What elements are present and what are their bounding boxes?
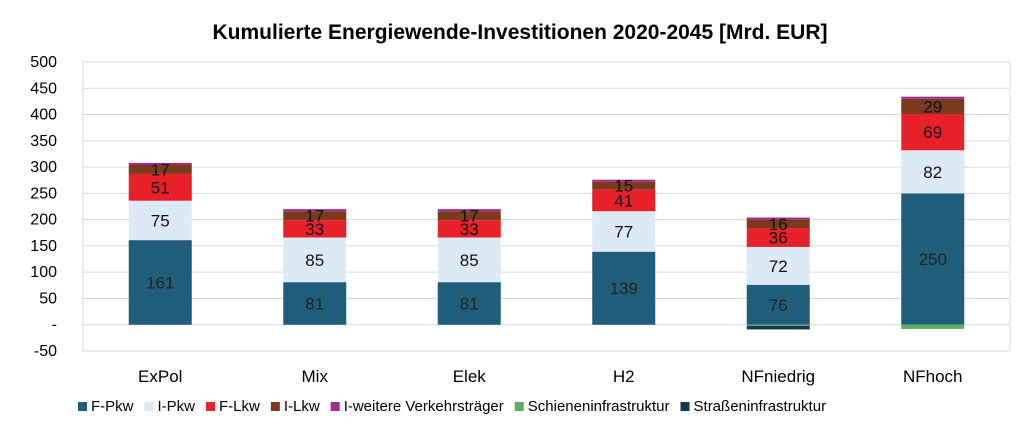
data-label: 15 xyxy=(614,177,633,196)
plot-area-frame xyxy=(82,61,1011,352)
data-label: 76 xyxy=(769,296,788,315)
bar-segment xyxy=(283,211,347,221)
data-label: 81 xyxy=(460,294,479,313)
bar-segment xyxy=(128,200,192,241)
legend-swatch xyxy=(514,402,524,411)
data-label: 161 xyxy=(146,273,174,292)
bar-segment xyxy=(437,211,501,221)
y-tick-label: - xyxy=(52,317,57,334)
bar-segment xyxy=(128,240,192,325)
legend-swatch xyxy=(144,402,154,411)
bar-segment xyxy=(901,324,965,329)
gridlines xyxy=(83,61,1010,352)
legend-swatch xyxy=(206,402,215,411)
x-category-label: Mix xyxy=(302,367,329,386)
bar-segment xyxy=(128,173,192,201)
data-label: 41 xyxy=(614,191,633,210)
x-category-label: NFniedrig xyxy=(741,367,815,386)
bar-segment xyxy=(746,219,810,229)
bar-segment xyxy=(746,246,810,285)
bar-segment xyxy=(592,181,656,190)
data-label: 69 xyxy=(923,123,942,142)
data-label: 77 xyxy=(614,222,633,241)
x-category-label: Elek xyxy=(453,367,487,386)
data-label: 85 xyxy=(460,251,479,270)
legend-swatch xyxy=(270,402,280,411)
data-label: 36 xyxy=(769,229,788,248)
legend-label: F-Pkw xyxy=(91,398,134,415)
data-label: 139 xyxy=(610,279,638,298)
data-label: 75 xyxy=(151,211,170,230)
legend-label: Straßeninfrastruktur xyxy=(694,398,827,415)
data-label: 72 xyxy=(769,257,788,276)
y-tick-label: 200 xyxy=(30,212,57,229)
data-label: 17 xyxy=(460,207,479,226)
legend-swatch xyxy=(330,402,340,411)
data-label: 33 xyxy=(305,220,324,239)
bar-segment xyxy=(901,150,965,194)
legend-swatch xyxy=(680,402,690,411)
bar-segment xyxy=(128,164,192,174)
bar-segment xyxy=(592,211,656,252)
bars xyxy=(128,96,965,330)
y-tick-label: 350 xyxy=(30,133,57,150)
bar-segment xyxy=(437,237,501,283)
bar-segment xyxy=(128,162,192,165)
chart-title: Kumulierte Energiewende-Investitionen 20… xyxy=(213,21,828,44)
bar-segment xyxy=(437,209,501,212)
legend-label: I-Pkw xyxy=(158,398,196,415)
data-label: 250 xyxy=(919,250,947,269)
bar-segment xyxy=(283,209,347,212)
y-tick-label: 400 xyxy=(30,107,57,124)
legend-label: I-Lkw xyxy=(284,398,320,415)
bar-segment xyxy=(746,325,810,330)
bar-segment xyxy=(437,282,501,325)
y-tick-label: 100 xyxy=(30,264,57,281)
y-tick-label: 300 xyxy=(30,159,57,176)
data-label: 17 xyxy=(305,207,324,226)
y-tick-label: 500 xyxy=(30,54,57,71)
bar-segment xyxy=(746,217,810,220)
legend-swatch xyxy=(78,402,87,411)
x-axis-categories: ExPol Mix Elek H2 NFniedrig NFhoch xyxy=(138,367,962,386)
data-label: 81 xyxy=(305,294,324,313)
x-category-label: H2 xyxy=(613,367,635,386)
bar-segment xyxy=(746,284,810,325)
y-tick-label: 450 xyxy=(30,80,57,97)
legend-label: F-Lkw xyxy=(219,398,260,415)
bar-segment xyxy=(592,251,656,325)
data-label: 51 xyxy=(151,178,170,197)
y-tick-label: 250 xyxy=(30,185,57,202)
x-category-label: NFhoch xyxy=(903,367,963,386)
bar-segment xyxy=(437,220,501,238)
data-labels: 1617551178185331781853317139774115767236… xyxy=(146,97,947,314)
y-tick-label: -50 xyxy=(34,343,57,360)
x-category-label: ExPol xyxy=(138,367,182,386)
bar-segment xyxy=(592,179,656,182)
y-tick-label: 50 xyxy=(39,290,57,307)
data-label: 85 xyxy=(305,251,324,270)
data-label: 29 xyxy=(923,97,942,116)
legend-label: Schieneninfrastruktur xyxy=(528,398,670,415)
data-label: 16 xyxy=(769,215,788,234)
bar-segment xyxy=(901,98,965,115)
bar-segment xyxy=(283,237,347,283)
bar-segment xyxy=(901,193,965,325)
bar-segment xyxy=(283,282,347,325)
data-label: 82 xyxy=(923,163,942,182)
legend-label: I-weitere Verkehrsträger xyxy=(344,398,504,415)
legend: F-Pkw I-Pkw F-Lkw I-Lkw I-weitere Verkehrstr… xyxy=(78,398,826,415)
bar-segment xyxy=(901,96,965,99)
bar-segment xyxy=(592,189,656,212)
data-label: 33 xyxy=(460,220,479,239)
bar-segment xyxy=(746,324,810,326)
y-tick-label: 150 xyxy=(30,238,57,255)
bar-segment xyxy=(283,220,347,238)
bar-segment xyxy=(901,114,965,151)
data-label: 17 xyxy=(151,160,170,179)
bar-segment xyxy=(746,228,810,247)
